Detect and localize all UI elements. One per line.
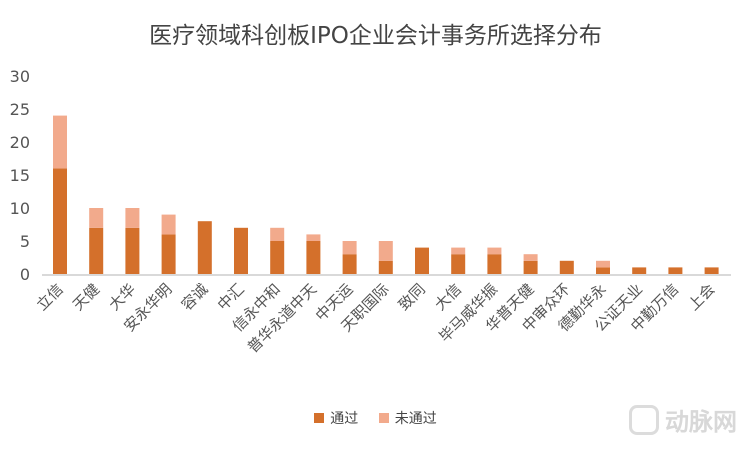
bar-failed — [342, 241, 357, 255]
legend: 通过 未通过 — [0, 408, 751, 428]
bar-failed — [523, 254, 538, 261]
legend-label-passed: 通过 — [330, 411, 359, 427]
y-tick-label: 15 — [10, 166, 30, 185]
y-tick-label: 5 — [20, 232, 30, 251]
x-tick-label: 立信 — [33, 280, 67, 314]
bar-passed — [559, 260, 574, 274]
y-tick-label: 0 — [20, 265, 30, 284]
bar-passed — [306, 241, 321, 274]
bar-passed — [234, 227, 248, 274]
watermark-logo-icon — [629, 404, 659, 435]
bar-passed — [270, 241, 285, 274]
legend-item-failed: 未通过 — [378, 408, 437, 428]
legend-swatch-passed — [314, 413, 325, 423]
x-tick-label: 致同 — [395, 280, 429, 314]
legend-item-passed: 通过 — [314, 408, 358, 428]
bar-failed — [487, 247, 502, 255]
x-tick-label: 容诚 — [178, 280, 212, 314]
bar-passed — [415, 247, 429, 274]
bar-failed — [306, 234, 321, 241]
bar-passed — [342, 254, 357, 274]
y-tick-label: 25 — [10, 100, 30, 119]
bar-passed — [53, 168, 67, 274]
bar-passed — [632, 267, 647, 274]
bar-failed — [270, 227, 285, 241]
bar-passed — [668, 267, 683, 274]
y-tick-label: 30 — [10, 67, 30, 86]
bar-failed — [596, 260, 610, 268]
x-tick-label: 天健 — [69, 280, 103, 314]
bar-passed — [125, 227, 140, 274]
bar-passed — [451, 254, 466, 274]
bar-failed — [378, 241, 393, 261]
bar-passed — [378, 260, 393, 274]
bar-passed — [487, 254, 502, 274]
bar-passed — [523, 260, 538, 274]
legend-label-failed: 未通过 — [394, 411, 437, 427]
bar-passed — [704, 267, 719, 274]
bar-failed — [53, 115, 67, 169]
chart-title: 医疗领域科创板IPO企业会计事务所选择分布 — [149, 23, 602, 49]
bar-passed — [161, 234, 176, 274]
bar-passed — [596, 267, 610, 274]
y-tick-label: 20 — [10, 133, 30, 152]
bar-failed — [89, 208, 104, 228]
bar-failed — [451, 247, 466, 255]
legend-swatch-failed — [378, 413, 389, 423]
watermark: 动脉网 — [629, 402, 737, 437]
bar-passed — [197, 221, 212, 274]
bar-failed — [125, 208, 140, 228]
x-tick-label: 上会 — [684, 280, 718, 314]
bar-failed — [161, 214, 176, 235]
watermark-text: 动脉网 — [665, 408, 737, 436]
bar-passed — [89, 227, 104, 274]
y-tick-label: 10 — [10, 199, 30, 218]
